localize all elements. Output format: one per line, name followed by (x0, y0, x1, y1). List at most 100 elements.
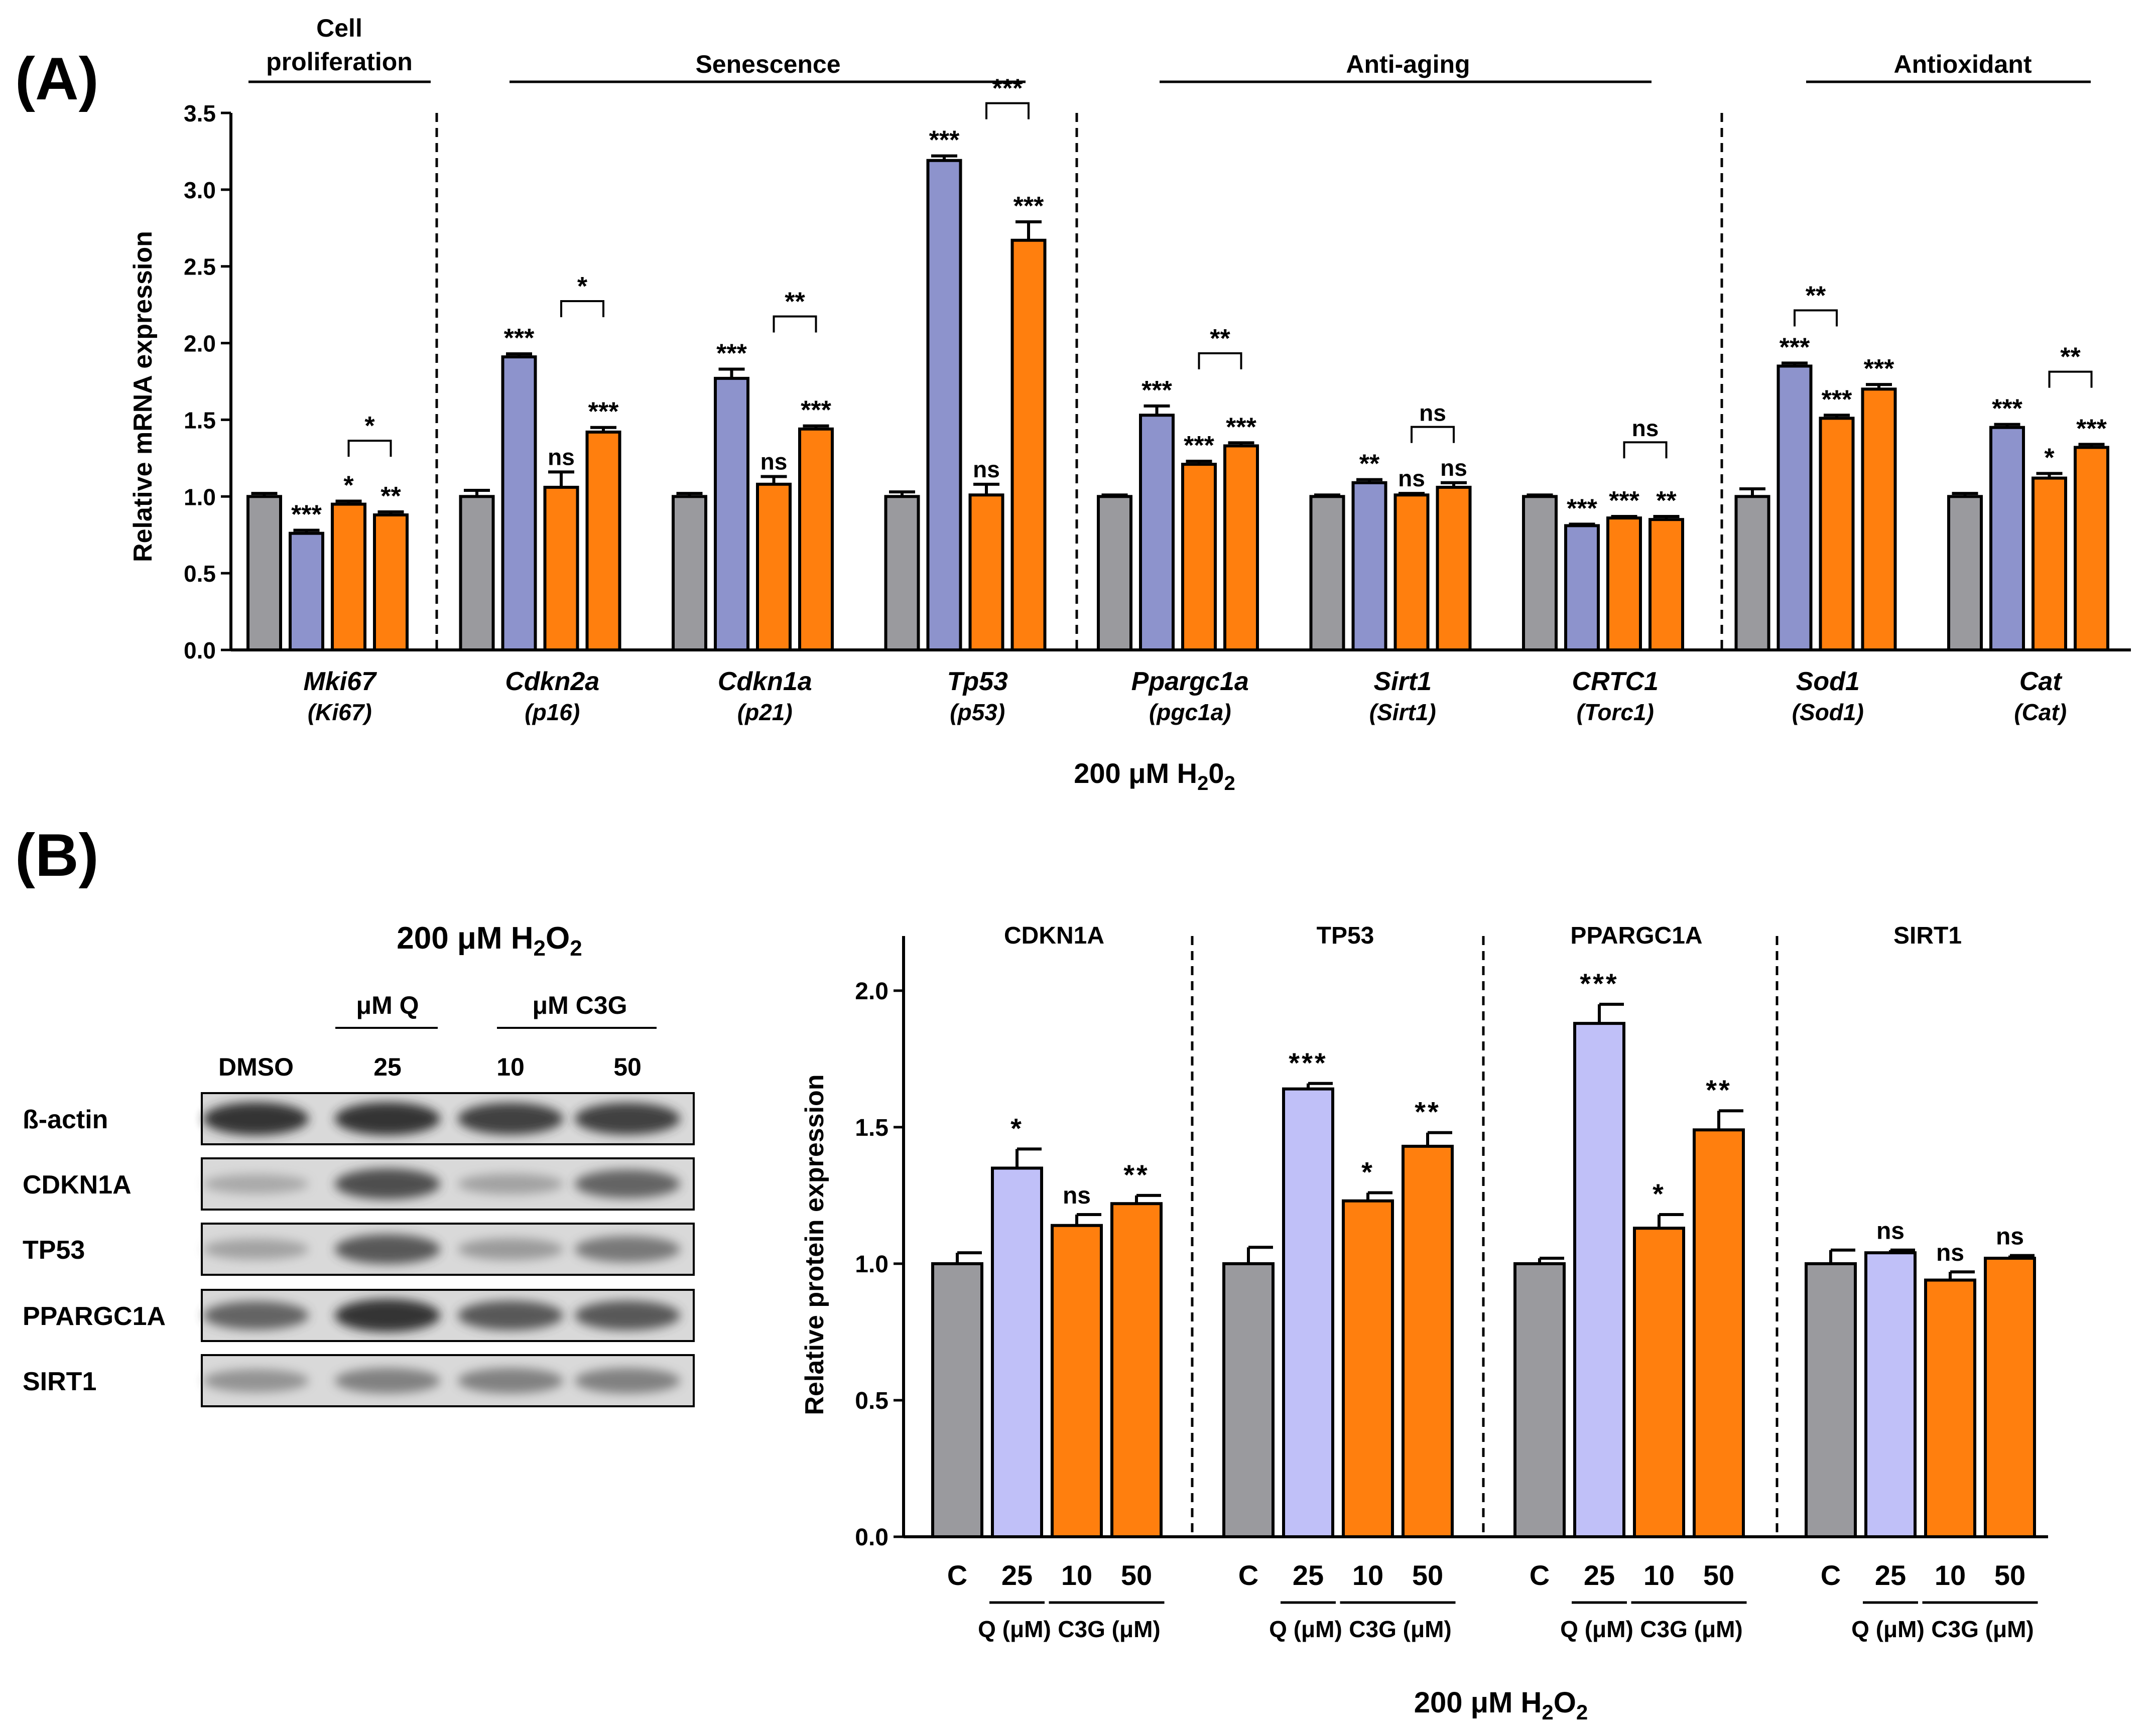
chart-a-bracket-label: * (577, 272, 588, 301)
chart-a-section-title: Anti-aging (1346, 50, 1470, 78)
chart-a-y-tick-label: 1.5 (184, 407, 216, 433)
chart-a-significance-label: * (2044, 443, 2055, 472)
chart-a-gene-label: Sirt1 (1373, 667, 1432, 696)
chart-a-gene-label: Sod1 (1796, 667, 1860, 696)
blot-band (203, 1301, 309, 1330)
chart-a-significance-label: *** (1013, 192, 1044, 221)
chart-b-significance-label: ** (1415, 1096, 1441, 1128)
chart-b-bar (1342, 1199, 1394, 1538)
chart-b-y-axis-label: Relative protein expression (800, 1074, 829, 1415)
chart-a-gene-label: Mki67 (303, 667, 377, 696)
chart-a-gene-alias: (Torc1) (1577, 699, 1654, 725)
chart-a-bracket-label: ns (1632, 415, 1659, 441)
chart-a-gene-label: Cat (2019, 667, 2063, 696)
panel-a-label: (A) (15, 45, 99, 112)
chart-b-protein-title: SIRT1 (1893, 922, 1962, 949)
chart-b-bar (1805, 1262, 1857, 1539)
chart-a-y-axis-label: Relative mRNA expression (129, 231, 158, 562)
chart-a-significance-label: *** (929, 126, 960, 155)
blot-band (575, 1368, 680, 1394)
chart-b-bar (1864, 1251, 1917, 1539)
chart-a-bar (1819, 417, 1855, 651)
chart-a-bar (1436, 485, 1472, 651)
chart-a-bar (1648, 518, 1684, 651)
chart-a-significance-label: ** (1359, 450, 1380, 479)
chart-a-significance-label: *** (1226, 413, 1256, 442)
blot-band (335, 1299, 440, 1332)
chart-a-significance-label: ** (1656, 486, 1677, 515)
chart-b-x-tick-label: 50 (1994, 1559, 2025, 1591)
chart-b-significance-label: *** (1580, 968, 1618, 999)
chart-b-y-tick-label: 0.0 (855, 1524, 889, 1551)
chart-b-x-tick-label: 10 (1935, 1559, 1966, 1591)
chart-a-y-tick-label: 0.5 (184, 561, 216, 587)
chart-b-x-tick-label: 25 (1875, 1559, 1906, 1591)
chart-a-gene-alias: (Cat) (2014, 699, 2067, 725)
blot-band (458, 1368, 563, 1394)
chart-a-section-title-line1: Cell (316, 14, 362, 42)
chart-a-significance-label: *** (1822, 385, 1852, 414)
chart-a-comparison-bracket (347, 440, 392, 457)
chart-b-bar (1513, 1262, 1566, 1539)
blot-row-label: TP53 (23, 1236, 85, 1265)
chart-a-significance-label: ** (381, 482, 401, 511)
chart-a-bracket-label: ** (2060, 343, 2081, 372)
chart-a-bar (1010, 238, 1047, 651)
chart-a-significance-label: ns (548, 444, 575, 470)
chart-a-bar (2074, 446, 2109, 651)
chart-a-comparison-bracket (2048, 370, 2093, 388)
chart-a-gene-alias: (Sirt1) (1369, 699, 1436, 725)
chart-a-gene-alias: (p21) (737, 699, 793, 725)
chart-a-comparison-bracket (1794, 309, 1838, 327)
chart-a-significance-label: *** (1567, 494, 1597, 523)
chart-a-bar (1139, 414, 1175, 651)
chart-b-bar (1222, 1262, 1275, 1539)
blot-band (575, 1103, 680, 1135)
chart-a-significance-label: ns (1398, 465, 1425, 491)
blot-band (335, 1102, 440, 1135)
chart-a-y-tick-label: 0.0 (184, 637, 216, 663)
blot-lane-label: 10 (496, 1053, 525, 1081)
chart-b-q-group-label: Q (μM) (1560, 1616, 1633, 1642)
blot-band (575, 1169, 680, 1199)
mrna-expression-chart: Relative mRNA expression 200 μM H202 0.0… (129, 14, 2131, 794)
chart-a-significance-label: *** (588, 397, 619, 427)
chart-a-bar (1351, 481, 1387, 651)
chart-a-bracket-label: ** (1210, 324, 1230, 353)
chart-b-x-tick-label: C (947, 1559, 967, 1591)
blot-band (335, 1234, 440, 1264)
chart-a-gene-label: Cdkn1a (718, 667, 812, 696)
chart-a-significance-label: ns (760, 449, 788, 475)
chart-a-comparison-bracket (1411, 426, 1455, 443)
chart-b-significance-label: ** (1706, 1074, 1732, 1106)
blot-lane-label: 50 (613, 1053, 642, 1081)
chart-b-y-tick-label: 1.5 (855, 1115, 889, 1141)
chart-b-protein-title: CDKN1A (1004, 922, 1104, 949)
chart-a-bracket-label: ns (1419, 400, 1446, 426)
chart-a-significance-label: *** (1780, 333, 1810, 362)
western-blot: 200 μM H2O2 μM Q μM C3G DMSO 25 10 50 ß-acti… (23, 921, 695, 1407)
chart-a-bracket-label: * (364, 412, 375, 441)
chart-a-bar (672, 495, 707, 651)
chart-b-q-group-label: Q (μM) (1269, 1616, 1342, 1642)
blot-band (335, 1368, 440, 1394)
chart-b-bar (931, 1262, 983, 1539)
chart-b-c3g-group-label: C3G (μM) (1931, 1616, 2034, 1642)
blot-band (458, 1173, 563, 1194)
chart-a-gene-alias: (p16) (525, 699, 580, 725)
chart-a-significance-label: *** (1864, 354, 1894, 383)
chart-b-bar (1573, 1022, 1625, 1539)
chart-a-bar (968, 493, 1004, 651)
chart-a-bar (1097, 495, 1132, 651)
chart-b-bar (991, 1166, 1043, 1538)
chart-a-bar (2032, 476, 2067, 651)
chart-a-y-tick-label: 1.0 (184, 484, 216, 510)
chart-a-bar (714, 376, 749, 651)
chart-a-bar (373, 513, 409, 651)
chart-a-bar (331, 502, 366, 651)
blot-band (203, 1369, 309, 1392)
chart-a-bar (1777, 364, 1813, 651)
chart-b-x-tick-label: 10 (1643, 1559, 1675, 1591)
chart-a-y-tick-label: 3.0 (184, 177, 216, 203)
